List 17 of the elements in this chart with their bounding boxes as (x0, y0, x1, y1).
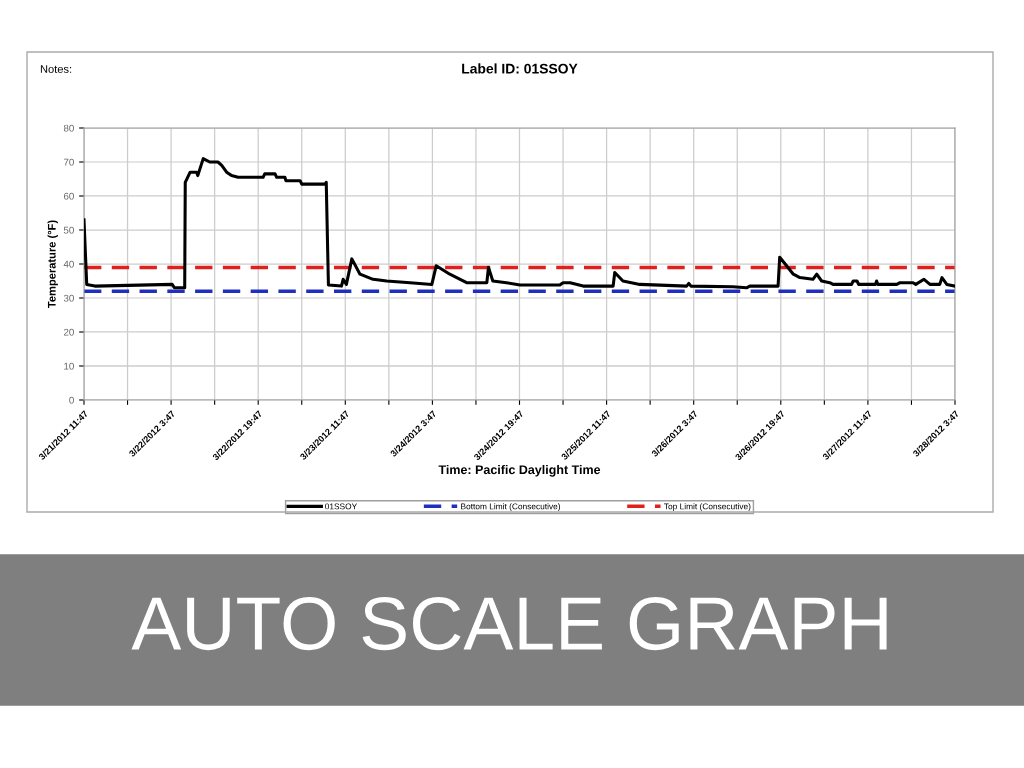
text: AUTO SCALE GRAPH (131, 597, 887, 651)
legend-label: 01SSOY (325, 503, 357, 510)
legend-label: Bottom Limit (Consecutive) (461, 503, 561, 511)
legend-label: Top Limit (Consecutive) (664, 503, 751, 511)
y-tick-label: 70 (63, 158, 74, 166)
y-tick-label: 60 (63, 192, 74, 200)
y-tick-label: 20 (63, 328, 74, 336)
y-axis-title: Temperature (°F) (47, 220, 58, 308)
x-axis-title: Time: Pacific Daylight Time (438, 464, 601, 477)
y-tick-label: 50 (63, 226, 74, 234)
text: Notes: (40, 65, 72, 73)
y-tick-label: 30 (63, 294, 74, 302)
y-tick-label: 0 (69, 396, 74, 404)
y-tick-label: 80 (63, 124, 74, 132)
y-tick-label: 40 (63, 260, 74, 268)
chart-title: Label ID: 01SSOY (462, 63, 578, 74)
y-tick-label: 10 (64, 362, 74, 370)
